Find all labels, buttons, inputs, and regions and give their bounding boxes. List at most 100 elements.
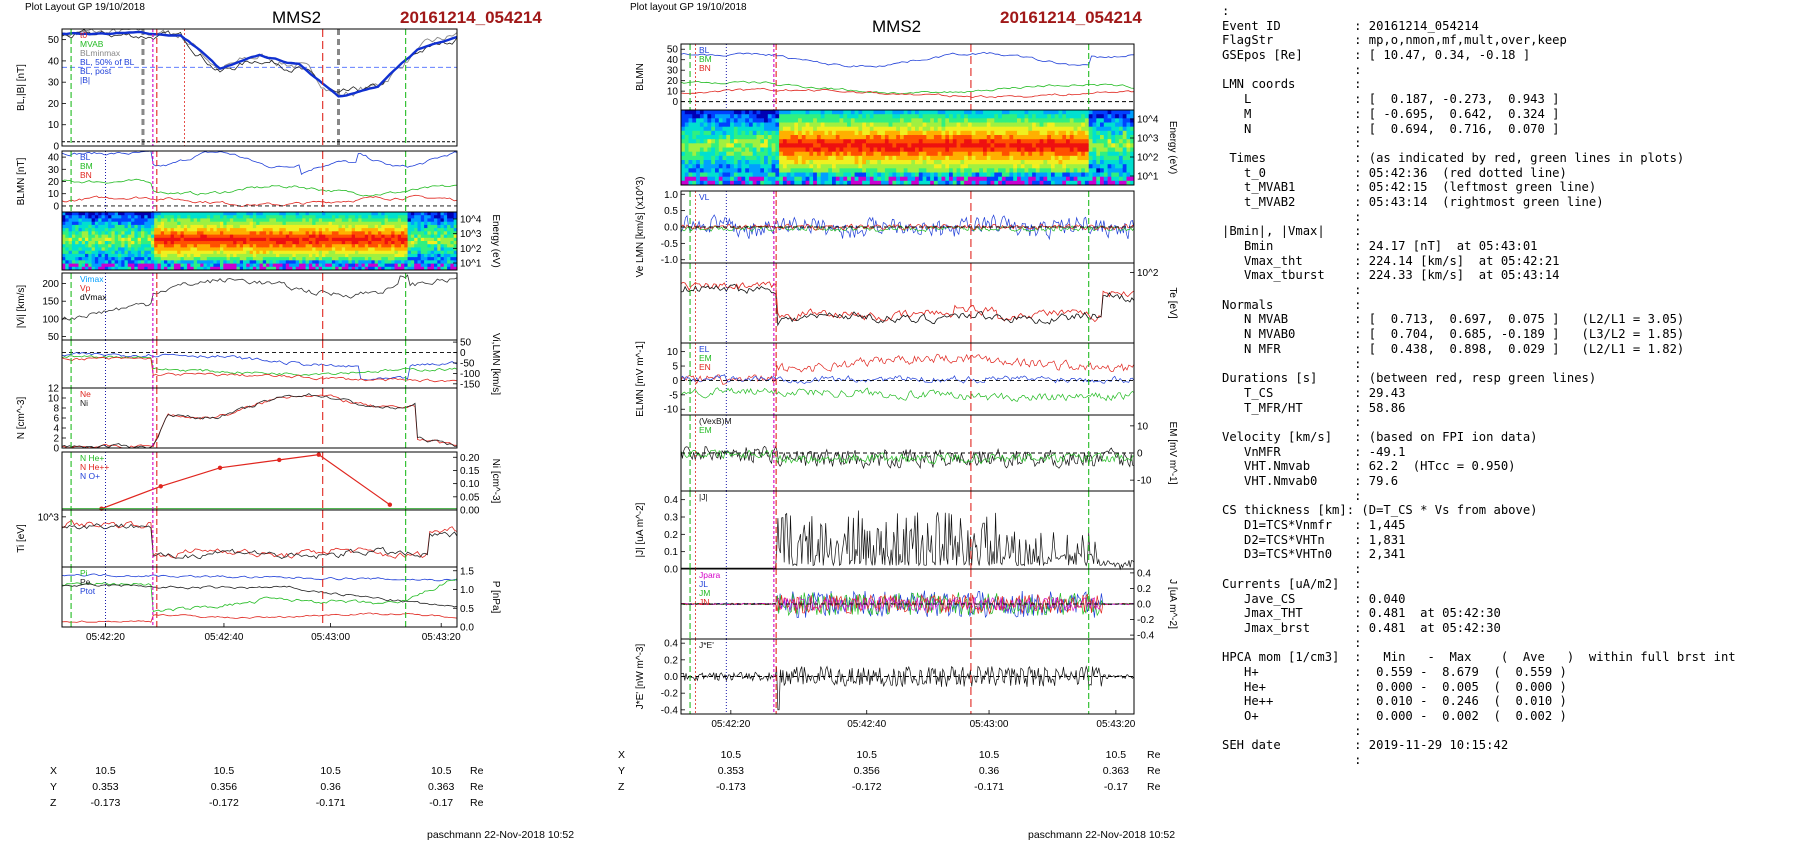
spectrogram-cell (249, 263, 254, 268)
spectrogram-cell (730, 114, 735, 119)
spectrogram-cell (975, 139, 980, 144)
spectrogram-cell (223, 260, 228, 264)
spectrogram-cell (216, 250, 221, 255)
spectrogram-cell (312, 253, 316, 258)
spectrogram-cell (805, 160, 810, 165)
spectrogram-cell (157, 244, 162, 248)
spectrogram-cell (854, 172, 859, 178)
spectrogram-cell (302, 237, 307, 242)
spectrogram-cell (994, 164, 999, 169)
spectrogram-cell (213, 221, 218, 226)
spectrogram-cell (767, 130, 773, 136)
spectrogram-cell (206, 260, 211, 264)
spectrogram-cell (81, 215, 86, 219)
spectrogram-cell (134, 237, 139, 242)
spectrogram-cell (85, 241, 89, 245)
spectrogram-cell (276, 215, 280, 219)
spectrogram-cell (338, 263, 343, 268)
spectrogram-cell (308, 228, 313, 232)
spectrogram-cell (869, 126, 875, 132)
spectrogram-cell (801, 164, 807, 169)
spectrogram-cell (114, 212, 119, 216)
spectrogram-cell (302, 247, 307, 252)
spectrogram-cell (437, 237, 442, 242)
spectrogram-cell (801, 110, 807, 115)
spectrogram-cell (252, 244, 257, 248)
data-point (277, 457, 282, 463)
spectrogram-cell (983, 155, 988, 161)
spectrogram-cell (1118, 122, 1124, 128)
spectrogram-cell (1066, 172, 1071, 178)
spectrogram-cell (918, 118, 924, 123)
spectrogram-cell (322, 263, 326, 268)
spectrogram-cell (790, 139, 795, 144)
spectrogram-cell (892, 147, 897, 153)
spectrogram-cell (88, 237, 93, 242)
spectrogram-cell (911, 110, 916, 115)
spectrogram-cell (124, 266, 129, 271)
spectrogram-cell (341, 221, 346, 226)
y-tick-label: 1.5 (460, 566, 474, 577)
summary-line: : (1222, 4, 1230, 18)
summary-line: CS thickness [km]: (D=T_CS * Vs from abo… (1222, 503, 1538, 518)
spectrogram-cell (1126, 118, 1131, 123)
spectrogram-cell (707, 135, 712, 140)
spectrogram-cell (1130, 180, 1135, 186)
spectrogram-cell (1062, 155, 1067, 161)
spectrogram-cell (896, 160, 901, 165)
spectrogram-cell (1126, 126, 1131, 132)
summary-line: Event ID : 20161214_054214 (1222, 18, 1479, 33)
spectrogram-cell (239, 253, 244, 258)
spectrogram-cell (315, 228, 320, 232)
spectrogram-cell (1051, 118, 1056, 123)
spectrogram-cell (78, 260, 83, 264)
spectrogram-cell (401, 260, 405, 264)
spectrogram-cell (1073, 143, 1078, 148)
spectrogram-cell (203, 260, 208, 264)
spectrogram-cell (828, 130, 833, 136)
spectrogram-cell (328, 257, 333, 261)
spectrogram-cell (805, 126, 810, 132)
spectrogram-cell (741, 151, 746, 157)
spectrogram-cell (68, 263, 73, 268)
spectrogram-cell (824, 172, 829, 178)
spectrogram-cell (414, 215, 418, 219)
spectrogram-cell (213, 241, 218, 245)
spectrogram-cell (1084, 110, 1090, 115)
spectrogram-cell (741, 118, 746, 123)
spectrogram-cell (147, 250, 152, 255)
legend-entry: BL, post (80, 66, 112, 76)
spectrogram-cell (68, 241, 73, 245)
spectrogram-cell (835, 110, 841, 115)
spectrogram-cell (364, 234, 369, 239)
spectrogram-cell (1013, 110, 1018, 115)
spectrogram-cell (1051, 110, 1056, 115)
spectrogram-cell (1096, 147, 1101, 153)
spectrogram-cell (741, 126, 746, 132)
spectrogram-cell (749, 135, 754, 140)
spectrogram-cell (915, 160, 920, 165)
spectrogram-cell (124, 231, 129, 235)
spectrogram-cell (877, 147, 882, 153)
spectrogram-cell (98, 263, 102, 268)
spectrogram-cell (262, 241, 267, 245)
spectrogram-cell (387, 244, 392, 248)
spectrogram-cell (775, 180, 780, 186)
y-axis-label: Energy (eV) (1167, 121, 1178, 174)
spectrogram-cell (229, 244, 234, 248)
spectrogram-cell (88, 257, 93, 261)
spectrogram-cell (144, 247, 149, 252)
spectrogram-cell (684, 164, 690, 169)
spectrogram-cell (839, 164, 844, 169)
spectrogram-cell (1081, 147, 1086, 153)
spectrogram-cell (873, 172, 878, 178)
summary-line: T_MFR/HT : 58.86 (1222, 400, 1406, 415)
spectrogram-cell (711, 155, 716, 161)
spectrogram-cell (737, 135, 742, 140)
spectrogram-cell (775, 143, 780, 148)
spectrogram-cell (213, 250, 218, 255)
spectrogram-cell (1009, 139, 1014, 144)
spectrogram-cell (223, 263, 228, 268)
spectrogram-cell (733, 155, 739, 161)
spectrogram-cell (1024, 151, 1029, 157)
